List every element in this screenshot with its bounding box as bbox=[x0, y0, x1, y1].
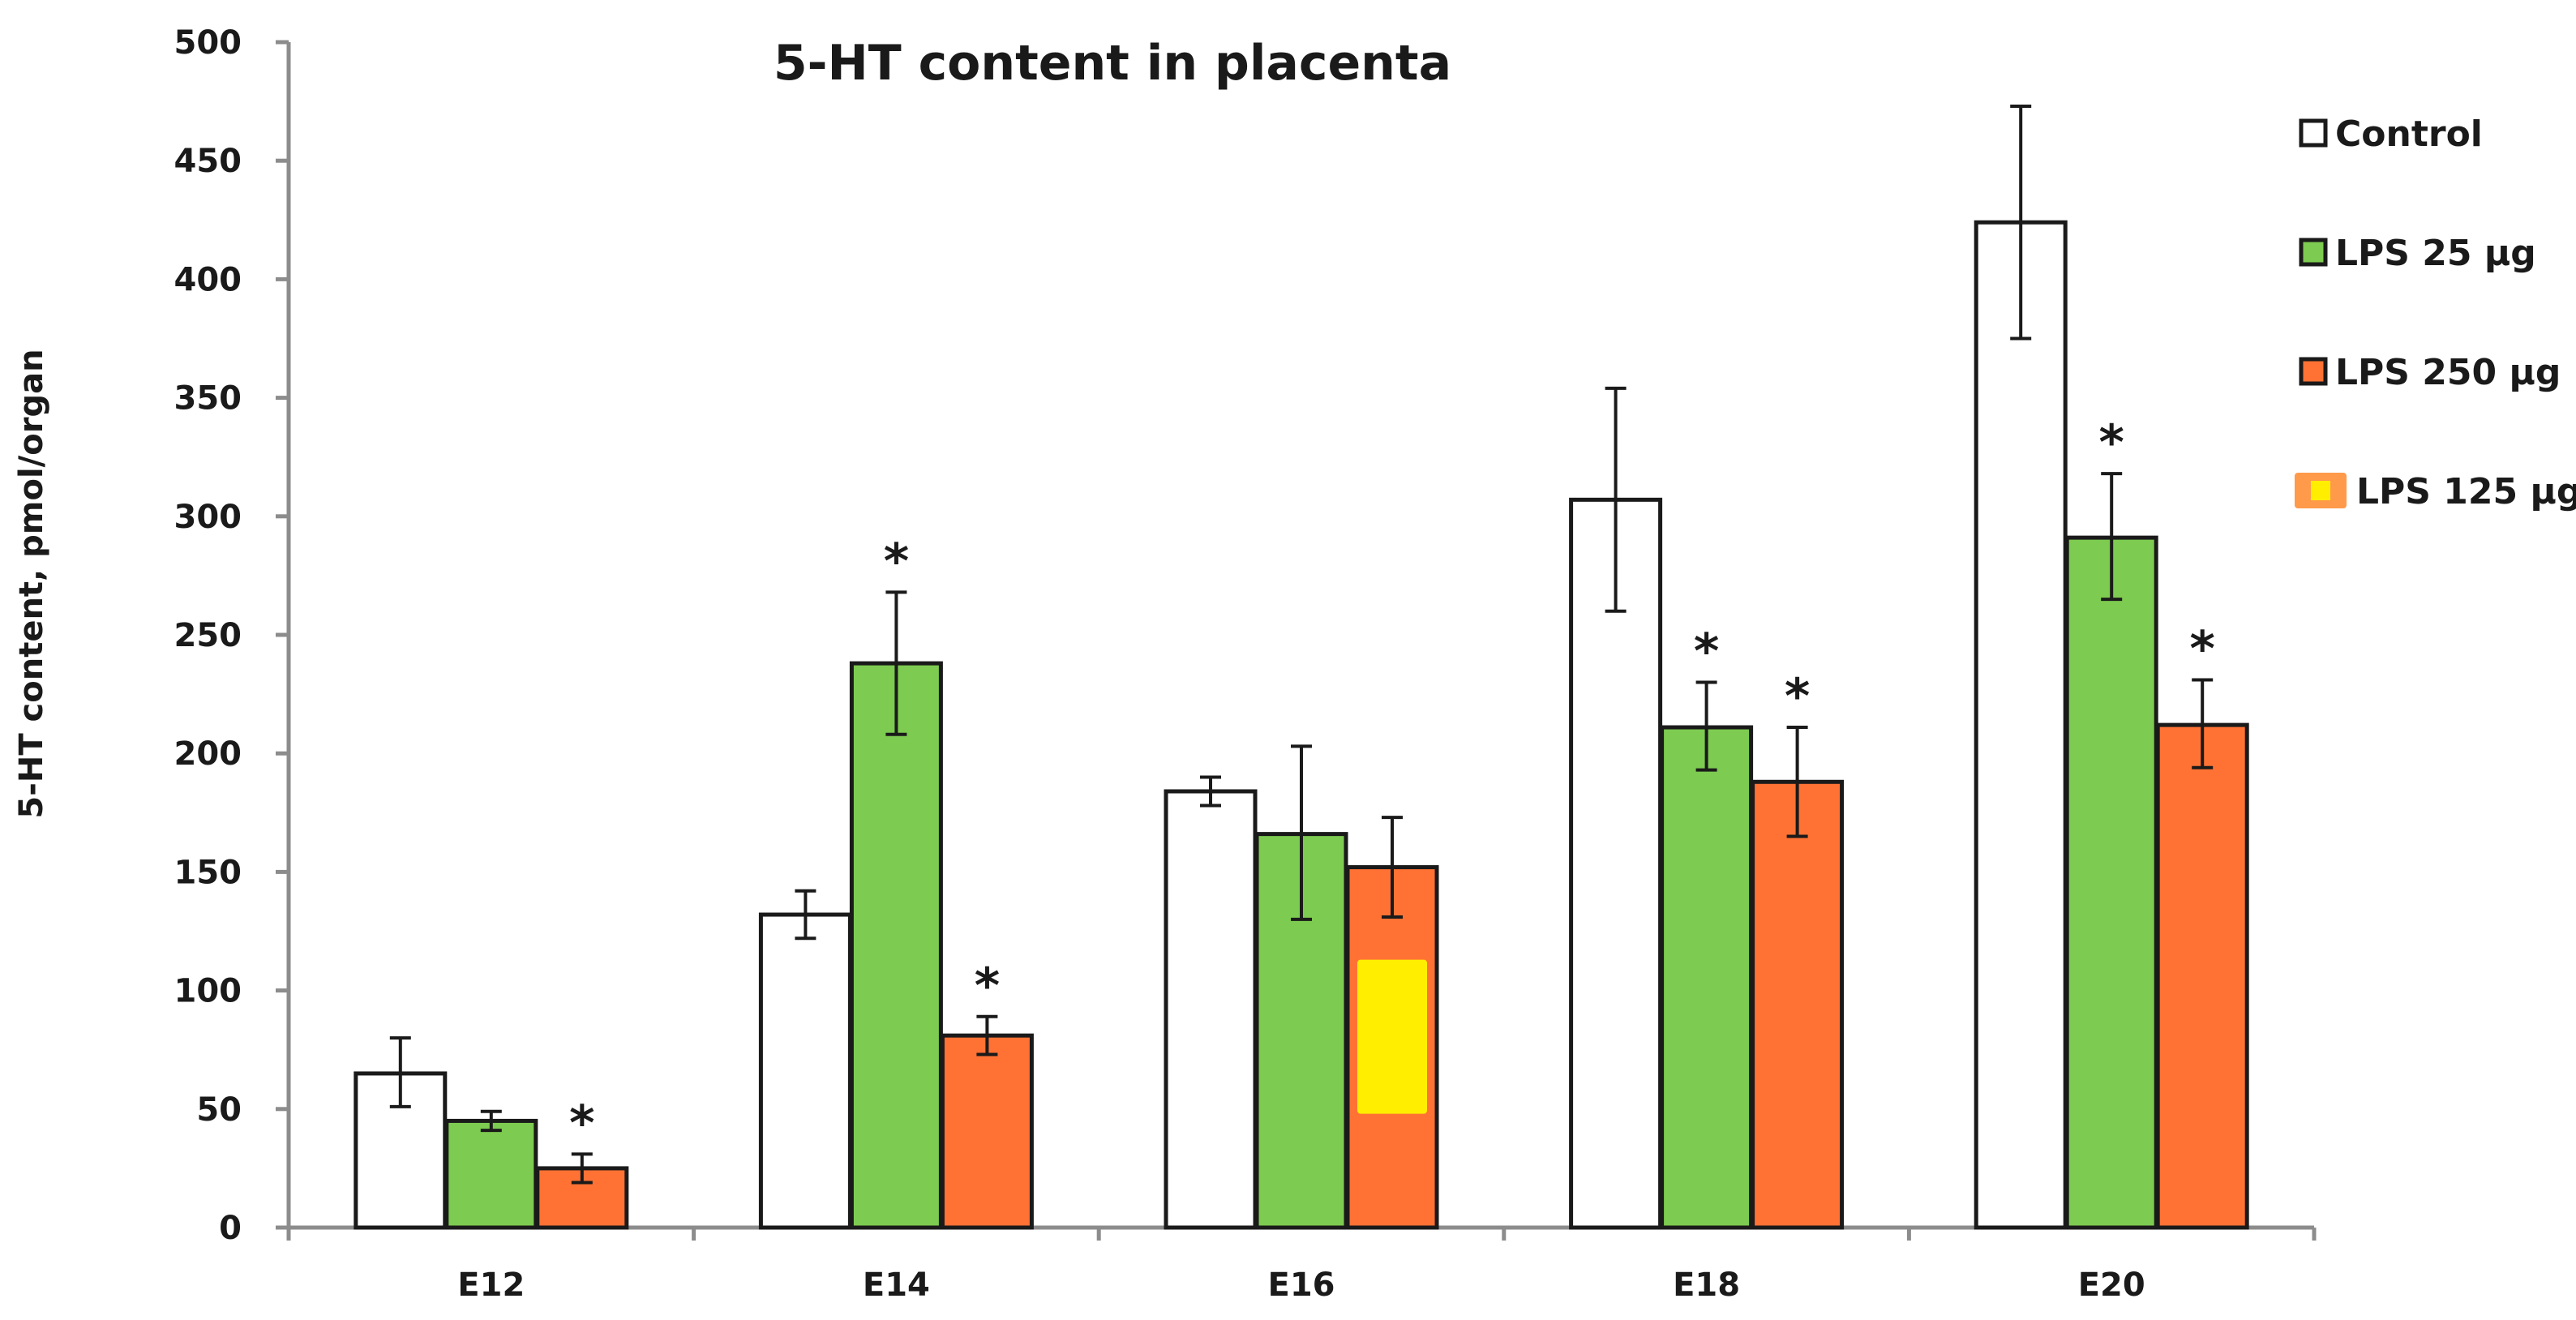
bar bbox=[1660, 725, 1754, 1230]
bar bbox=[758, 912, 852, 1230]
y-tick-label: 450 bbox=[174, 143, 242, 180]
significance-star: * bbox=[1694, 623, 1719, 679]
y-tick-label: 350 bbox=[174, 380, 242, 418]
legend-label: Control bbox=[2335, 114, 2483, 155]
significance-star: * bbox=[975, 958, 1000, 1014]
bar bbox=[1751, 779, 1845, 1230]
bar bbox=[1569, 497, 1663, 1230]
legend: Control LPS 25 µg LPS 250 µg LPS 125 µg bbox=[2295, 114, 2576, 512]
bar bbox=[2064, 535, 2158, 1230]
legend-label: LPS 25 µg bbox=[2335, 233, 2536, 274]
legend-swatch-inner bbox=[2311, 481, 2330, 500]
bars bbox=[354, 220, 2249, 1230]
legend-label: LPS 250 µg bbox=[2335, 352, 2561, 393]
y-tick-label: 0 bbox=[219, 1210, 242, 1247]
bar bbox=[1164, 789, 1258, 1230]
inset-box bbox=[1357, 959, 1427, 1114]
y-tick-label: 100 bbox=[174, 973, 242, 1010]
legend-swatch bbox=[2299, 357, 2328, 386]
y-axis-label: 5-HT content, pmol/organ bbox=[13, 349, 50, 818]
bar bbox=[849, 661, 943, 1230]
bar bbox=[2155, 722, 2249, 1230]
significance-star: * bbox=[884, 533, 909, 589]
significance-star: * bbox=[2099, 414, 2124, 471]
y-tick-label: 400 bbox=[174, 261, 242, 298]
annotations bbox=[1357, 959, 1427, 1114]
y-tick-label: 200 bbox=[174, 735, 242, 773]
legend-swatch bbox=[2299, 118, 2328, 148]
y-tick-label: 300 bbox=[174, 499, 242, 536]
x-tick-label: E14 bbox=[863, 1266, 930, 1304]
bar bbox=[1974, 220, 2068, 1230]
x-tick-label: E18 bbox=[1673, 1266, 1740, 1304]
significance-star: * bbox=[1785, 668, 1810, 725]
x-tick-label: E16 bbox=[1268, 1266, 1335, 1304]
legend-swatch bbox=[2299, 238, 2328, 267]
x-tick-label: E12 bbox=[457, 1266, 525, 1304]
y-tick-label: 150 bbox=[174, 854, 242, 891]
error-bars bbox=[389, 104, 2214, 1185]
significance-star: * bbox=[2190, 621, 2215, 678]
bar bbox=[940, 1033, 1034, 1230]
y-tick-label: 250 bbox=[174, 617, 242, 654]
significance-markers: * * * * * * * bbox=[569, 414, 2215, 1151]
bar bbox=[444, 1118, 538, 1230]
significance-star: * bbox=[569, 1095, 594, 1151]
chart-title: 5-HT content in placenta bbox=[774, 35, 1451, 92]
y-tick-label: 50 bbox=[196, 1091, 242, 1129]
x-tick-label: E20 bbox=[2078, 1266, 2145, 1304]
y-tick-label: 500 bbox=[174, 24, 242, 62]
legend-label: LPS 125 µg bbox=[2356, 471, 2576, 512]
